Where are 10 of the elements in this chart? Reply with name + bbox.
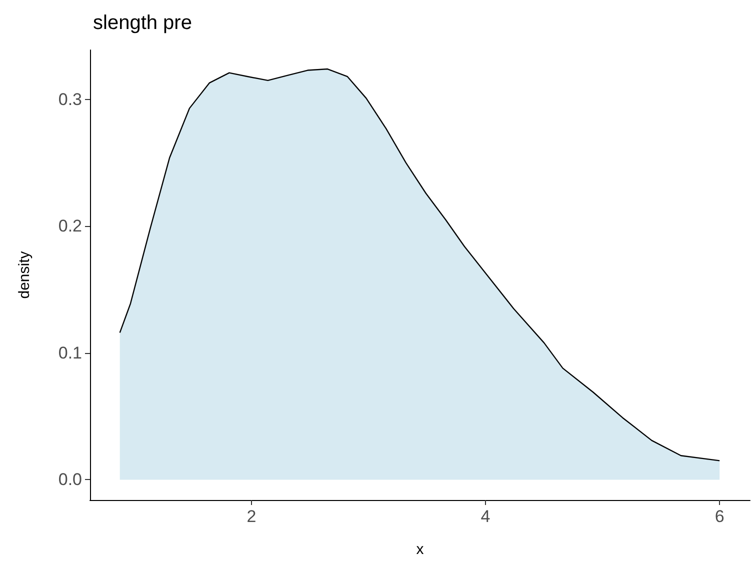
y-axis-title: density [16,250,33,299]
x-axis-title: x [416,541,424,558]
x-tick-label: 6 [714,507,724,526]
y-tick-label: 0.0 [58,470,82,490]
x-tick-label: 2 [246,507,256,526]
y-tick-label: 0.2 [58,216,82,236]
y-tick-label: 0.1 [58,343,82,362]
chart-title: slength pre [93,12,192,34]
y-tick-label: 0.3 [58,90,82,109]
x-tick-label: 4 [480,507,490,526]
